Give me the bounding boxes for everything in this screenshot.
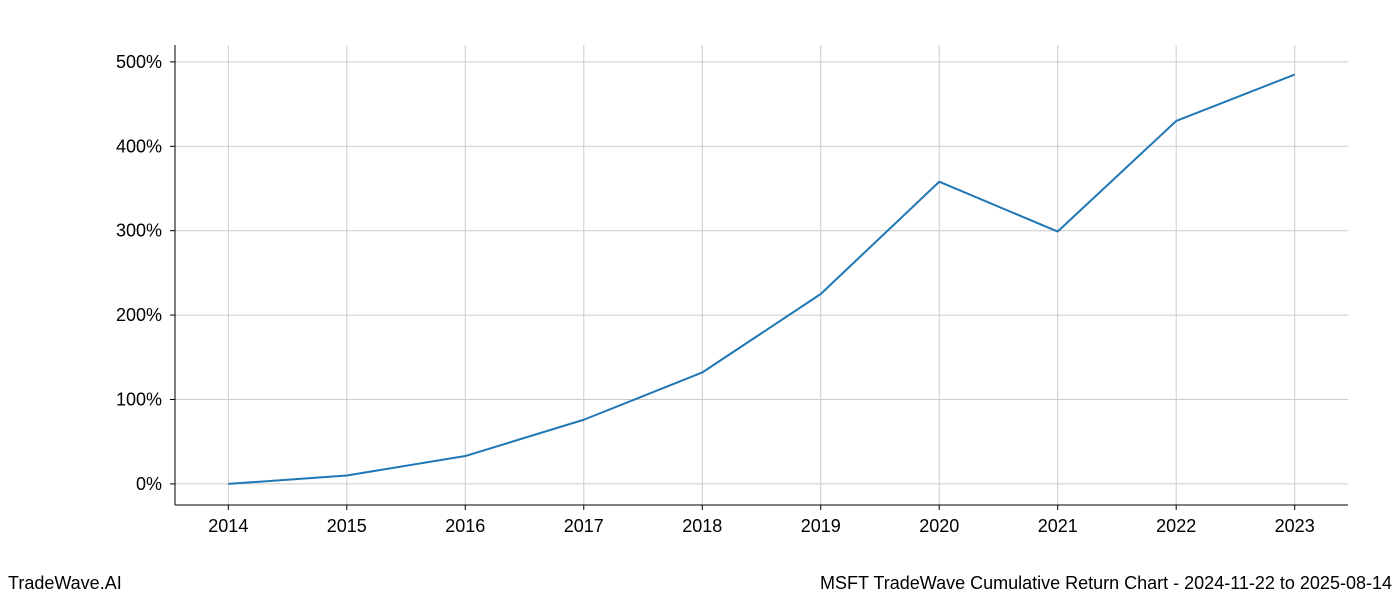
y-tick-label: 200% [116, 305, 162, 325]
footer-right-text: MSFT TradeWave Cumulative Return Chart -… [820, 573, 1392, 594]
x-tick-label: 2020 [919, 516, 959, 536]
x-tick-label: 2022 [1156, 516, 1196, 536]
x-tick-label: 2019 [801, 516, 841, 536]
x-tick-label: 2016 [445, 516, 485, 536]
y-tick-label: 300% [116, 221, 162, 241]
y-tick-label: 100% [116, 389, 162, 409]
y-tick-label: 500% [116, 52, 162, 72]
y-tick-label: 400% [116, 136, 162, 156]
chart-container: 2014 2015 2016 2017 2018 2019 2020 2021 2022 2023… [0, 0, 1400, 600]
x-tick-label: 2014 [208, 516, 248, 536]
footer-left-text: TradeWave.AI [8, 573, 122, 594]
line-chart: 2014 2015 2016 2017 2018 2019 2020 2021 2022 2023… [0, 0, 1400, 600]
x-tick-label: 2015 [327, 516, 367, 536]
y-tick-label: 0% [136, 474, 162, 494]
x-tick-label: 2017 [564, 516, 604, 536]
x-tick-label: 2021 [1038, 516, 1078, 536]
x-tick-label: 2018 [682, 516, 722, 536]
x-tick-label: 2023 [1275, 516, 1315, 536]
